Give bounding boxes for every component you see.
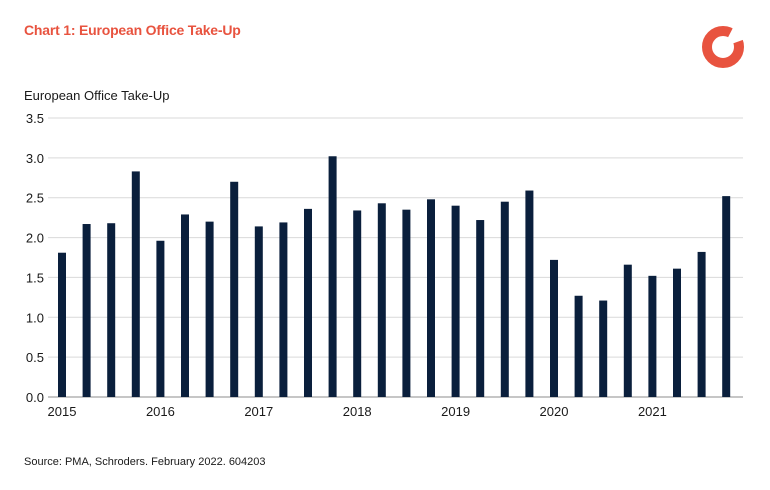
chart-title: Chart 1: European Office Take-Up (24, 22, 241, 38)
bar (673, 268, 681, 397)
y-tick-label: 1.5 (26, 270, 44, 285)
bar (205, 221, 214, 397)
bar (648, 275, 657, 397)
bar (574, 295, 583, 397)
bar (550, 259, 558, 397)
bar (451, 205, 460, 397)
x-tick-label: 2021 (638, 404, 667, 419)
bar (328, 156, 337, 397)
bar (722, 196, 731, 397)
bar (131, 171, 140, 397)
bar (500, 201, 509, 397)
y-axis-label: European Office Take-Up (24, 88, 170, 103)
x-tick-label: 2018 (343, 404, 372, 419)
bar (254, 226, 263, 397)
source-note: Source: PMA, Schroders. February 2022. 6… (24, 456, 266, 468)
y-tick-label: 2.5 (26, 191, 44, 206)
bar (107, 223, 116, 397)
x-tick-label: 2020 (540, 404, 569, 419)
bar (181, 214, 189, 397)
y-tick-label: 3.5 (26, 111, 44, 126)
bar (82, 224, 91, 397)
gridlines (48, 117, 743, 398)
bar (377, 203, 386, 397)
y-tick-label: 1.0 (26, 310, 44, 325)
bar (353, 210, 362, 397)
bar (427, 199, 435, 397)
x-tick-label: 2019 (441, 404, 470, 419)
x-tick-label: 2015 (48, 404, 77, 419)
y-tick-label: 0.5 (26, 350, 44, 365)
bar (230, 181, 239, 397)
y-tick-label: 0.0 (26, 390, 44, 405)
x-tick-label: 2017 (244, 404, 273, 419)
bar (525, 190, 534, 397)
y-tick-labels: 0.0 0.5 1.0 1.5 2.0 2.5 3.0 3.5 (26, 111, 44, 405)
bar (697, 251, 706, 397)
y-tick-label: 2.0 (26, 231, 44, 246)
schroders-ring-logo-icon (702, 24, 746, 68)
bar (58, 252, 66, 397)
bar (279, 222, 288, 397)
bar (304, 208, 312, 397)
bar (476, 220, 485, 397)
bars (58, 156, 731, 397)
y-tick-label: 3.0 (26, 151, 44, 166)
bar (599, 300, 608, 397)
bar (623, 264, 632, 397)
bar (156, 240, 165, 397)
bar (402, 209, 411, 397)
x-tick-labels: 2015 2016 2017 2018 2019 2020 2021 (48, 404, 667, 419)
x-tick-label: 2016 (146, 404, 175, 419)
